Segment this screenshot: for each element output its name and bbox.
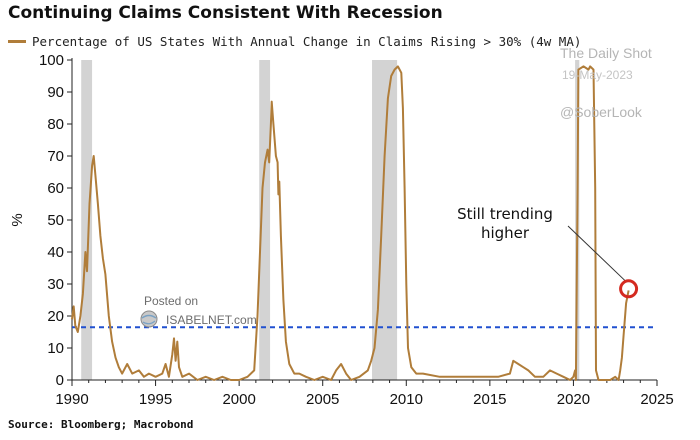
y-axis-label: % [9,213,26,226]
x-tick-label-2010: 2010 [390,391,423,408]
legend: Percentage of US States With Annual Chan… [8,32,581,50]
x-tick-label-2025: 2025 [640,391,673,408]
legend-label: Percentage of US States With Annual Chan… [32,33,582,49]
y-tick-label-40: 40 [47,244,64,261]
highlight-circle [619,279,639,299]
legend-swatch [8,39,26,43]
annotation-line-1: Still trending [457,205,553,223]
x-tick-label-1990: 1990 [55,391,88,408]
y-tick-label-70: 70 [47,148,64,165]
y-tick-label-30: 30 [47,276,64,293]
annotation-still-trending: Still trending higher [430,205,580,243]
source-note: Source: Bloomberg; Macrobond [8,418,194,431]
y-tick-label-100: 100 [39,52,64,69]
y-tick-label-80: 80 [47,116,64,133]
y-tick-label-60: 60 [47,180,64,197]
x-tick-label-2020: 2020 [557,391,590,408]
y-tick-label-0: 0 [56,372,64,389]
annotation-pointer [567,225,626,282]
x-tick-label-2015: 2015 [473,391,506,408]
watermark-daily-shot: The Daily Shot [560,45,652,61]
y-tick-label-20: 20 [47,308,64,325]
recession-band-1 [259,60,271,380]
x-tick-label-1995: 1995 [139,391,172,408]
recession-band-0 [81,60,93,380]
x-tick-label-2005: 2005 [306,391,339,408]
series-line-0 [71,65,630,381]
watermark-isabelnet: ISABELNET.com [166,313,257,327]
chart-title: Continuing Claims Consistent With Recess… [8,3,443,23]
isabelnet-globe-icon [140,310,158,328]
watermark-date: 19-May-2023 [562,68,633,82]
x-tick-label-2000: 2000 [222,391,255,408]
annotation-line-2: higher [480,224,530,242]
watermark-handle: @SoberLook [560,104,642,120]
watermark-posted-on: Posted on [144,294,199,308]
y-tick-label-50: 50 [47,212,64,229]
y-tick-label-10: 10 [47,340,64,357]
y-tick-label-90: 90 [47,84,64,101]
